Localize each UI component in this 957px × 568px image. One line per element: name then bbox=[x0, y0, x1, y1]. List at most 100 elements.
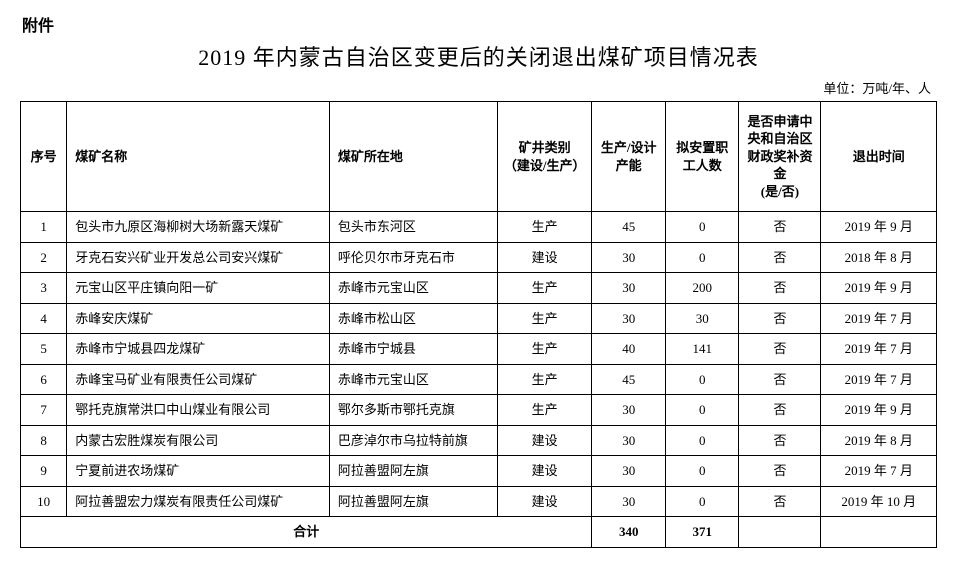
table-row: 6赤峰宝马矿业有限责任公司煤矿赤峰市元宝山区生产450否2019 年 7 月 bbox=[21, 364, 937, 395]
cell-index: 8 bbox=[21, 425, 67, 456]
cell-mine-type: 生产 bbox=[497, 334, 592, 365]
cell-mine-name: 赤峰宝马矿业有限责任公司煤矿 bbox=[67, 364, 330, 395]
table-row: 8内蒙古宏胜煤炭有限公司巴彦淖尔市乌拉特前旗建设300否2019 年 8 月 bbox=[21, 425, 937, 456]
cell-subsidy: 否 bbox=[739, 364, 821, 395]
cell-mine-type: 生产 bbox=[497, 303, 592, 334]
table-row: 1包头市九原区海柳树大场新露天煤矿包头市东河区生产450否2019 年 9 月 bbox=[21, 212, 937, 243]
table-row: 7鄂托克旗常洪口中山煤业有限公司鄂尔多斯市鄂托克旗生产300否2019 年 9 … bbox=[21, 395, 937, 426]
cell-subsidy: 否 bbox=[739, 395, 821, 426]
cell-index: 6 bbox=[21, 364, 67, 395]
cell-exit-time: 2019 年 7 月 bbox=[821, 303, 937, 334]
cell-mine-type: 建设 bbox=[497, 456, 592, 487]
cell-subsidy: 否 bbox=[739, 334, 821, 365]
cell-mine-type: 生产 bbox=[497, 212, 592, 243]
cell-capacity: 30 bbox=[592, 242, 666, 273]
total-exit-empty bbox=[821, 517, 937, 548]
cell-employees: 0 bbox=[665, 456, 739, 487]
cell-location: 阿拉善盟阿左旗 bbox=[329, 456, 497, 487]
total-label: 合计 bbox=[21, 517, 592, 548]
attachment-label: 附件 bbox=[22, 12, 937, 36]
col-header-employees: 拟安置职工人数 bbox=[665, 102, 739, 212]
total-capacity: 340 bbox=[592, 517, 666, 548]
cell-employees: 0 bbox=[665, 486, 739, 517]
col-header-capacity: 生产/设计产能 bbox=[592, 102, 666, 212]
cell-subsidy: 否 bbox=[739, 303, 821, 334]
cell-capacity: 30 bbox=[592, 273, 666, 304]
cell-employees: 0 bbox=[665, 425, 739, 456]
cell-index: 1 bbox=[21, 212, 67, 243]
table-body: 1包头市九原区海柳树大场新露天煤矿包头市东河区生产450否2019 年 9 月2… bbox=[21, 212, 937, 517]
cell-mine-name: 赤峰安庆煤矿 bbox=[67, 303, 330, 334]
cell-location: 包头市东河区 bbox=[329, 212, 497, 243]
cell-employees: 0 bbox=[665, 395, 739, 426]
cell-mine-name: 元宝山区平庄镇向阳一矿 bbox=[67, 273, 330, 304]
cell-capacity: 45 bbox=[592, 212, 666, 243]
cell-exit-time: 2019 年 9 月 bbox=[821, 273, 937, 304]
table-total-row: 合计 340 371 bbox=[21, 517, 937, 548]
cell-mine-name: 内蒙古宏胜煤炭有限公司 bbox=[67, 425, 330, 456]
cell-exit-time: 2019 年 7 月 bbox=[821, 456, 937, 487]
cell-location: 巴彦淖尔市乌拉特前旗 bbox=[329, 425, 497, 456]
cell-capacity: 30 bbox=[592, 456, 666, 487]
col-header-location: 煤矿所在地 bbox=[329, 102, 497, 212]
cell-capacity: 40 bbox=[592, 334, 666, 365]
cell-mine-type: 建设 bbox=[497, 242, 592, 273]
cell-index: 9 bbox=[21, 456, 67, 487]
cell-employees: 0 bbox=[665, 242, 739, 273]
cell-location: 赤峰市元宝山区 bbox=[329, 364, 497, 395]
cell-index: 2 bbox=[21, 242, 67, 273]
cell-exit-time: 2019 年 9 月 bbox=[821, 212, 937, 243]
cell-mine-type: 生产 bbox=[497, 395, 592, 426]
cell-capacity: 30 bbox=[592, 425, 666, 456]
cell-mine-name: 阿拉善盟宏力煤炭有限责任公司煤矿 bbox=[67, 486, 330, 517]
cell-exit-time: 2018 年 8 月 bbox=[821, 242, 937, 273]
cell-capacity: 30 bbox=[592, 395, 666, 426]
cell-subsidy: 否 bbox=[739, 425, 821, 456]
cell-mine-type: 建设 bbox=[497, 425, 592, 456]
cell-subsidy: 否 bbox=[739, 456, 821, 487]
cell-index: 7 bbox=[21, 395, 67, 426]
cell-index: 3 bbox=[21, 273, 67, 304]
cell-mine-name: 牙克石安兴矿业开发总公司安兴煤矿 bbox=[67, 242, 330, 273]
cell-exit-time: 2019 年 7 月 bbox=[821, 364, 937, 395]
cell-mine-name: 赤峰市宁城县四龙煤矿 bbox=[67, 334, 330, 365]
cell-exit-time: 2019 年 8 月 bbox=[821, 425, 937, 456]
cell-exit-time: 2019 年 7 月 bbox=[821, 334, 937, 365]
col-header-mine-name: 煤矿名称 bbox=[67, 102, 330, 212]
cell-mine-name: 包头市九原区海柳树大场新露天煤矿 bbox=[67, 212, 330, 243]
cell-subsidy: 否 bbox=[739, 273, 821, 304]
cell-mine-name: 宁夏前进农场煤矿 bbox=[67, 456, 330, 487]
cell-mine-type: 生产 bbox=[497, 273, 592, 304]
total-employees: 371 bbox=[665, 517, 739, 548]
unit-label: 单位：万吨/年、人 bbox=[20, 78, 931, 97]
cell-capacity: 30 bbox=[592, 486, 666, 517]
table-row: 10阿拉善盟宏力煤炭有限责任公司煤矿阿拉善盟阿左旗建设300否2019 年 10… bbox=[21, 486, 937, 517]
cell-exit-time: 2019 年 9 月 bbox=[821, 395, 937, 426]
cell-capacity: 30 bbox=[592, 303, 666, 334]
table-row: 4赤峰安庆煤矿赤峰市松山区生产3030否2019 年 7 月 bbox=[21, 303, 937, 334]
cell-employees: 141 bbox=[665, 334, 739, 365]
table-row: 9宁夏前进农场煤矿阿拉善盟阿左旗建设300否2019 年 7 月 bbox=[21, 456, 937, 487]
cell-employees: 0 bbox=[665, 212, 739, 243]
table-row: 2牙克石安兴矿业开发总公司安兴煤矿呼伦贝尔市牙克石市建设300否2018 年 8… bbox=[21, 242, 937, 273]
cell-subsidy: 否 bbox=[739, 486, 821, 517]
cell-location: 呼伦贝尔市牙克石市 bbox=[329, 242, 497, 273]
cell-subsidy: 否 bbox=[739, 242, 821, 273]
cell-mine-type: 建设 bbox=[497, 486, 592, 517]
table-row: 5赤峰市宁城县四龙煤矿赤峰市宁城县生产40141否2019 年 7 月 bbox=[21, 334, 937, 365]
cell-index: 10 bbox=[21, 486, 67, 517]
table-header-row: 序号 煤矿名称 煤矿所在地 矿井类别（建设/生产） 生产/设计产能 拟安置职工人… bbox=[21, 102, 937, 212]
cell-employees: 200 bbox=[665, 273, 739, 304]
cell-mine-type: 生产 bbox=[497, 364, 592, 395]
col-header-mine-type: 矿井类别（建设/生产） bbox=[497, 102, 592, 212]
col-header-subsidy: 是否申请中央和自治区财政奖补资金(是/否) bbox=[739, 102, 821, 212]
col-header-index: 序号 bbox=[21, 102, 67, 212]
cell-employees: 0 bbox=[665, 364, 739, 395]
page-title: 2019 年内蒙古自治区变更后的关闭退出煤矿项目情况表 bbox=[20, 40, 937, 72]
col-header-exit-time: 退出时间 bbox=[821, 102, 937, 212]
table-row: 3元宝山区平庄镇向阳一矿赤峰市元宝山区生产30200否2019 年 9 月 bbox=[21, 273, 937, 304]
cell-mine-name: 鄂托克旗常洪口中山煤业有限公司 bbox=[67, 395, 330, 426]
cell-index: 5 bbox=[21, 334, 67, 365]
cell-exit-time: 2019 年 10 月 bbox=[821, 486, 937, 517]
cell-location: 鄂尔多斯市鄂托克旗 bbox=[329, 395, 497, 426]
